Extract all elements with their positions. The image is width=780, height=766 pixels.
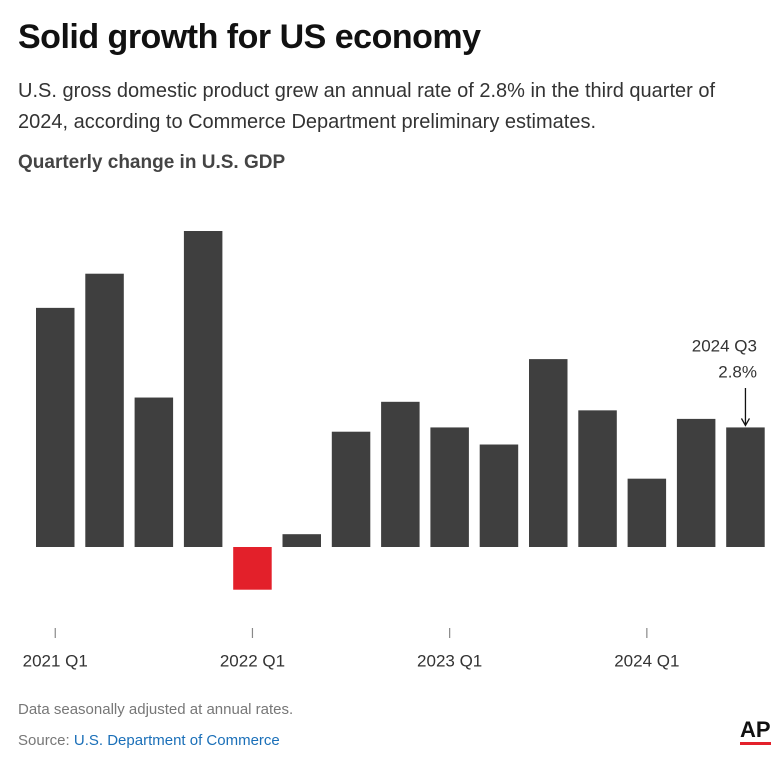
bar <box>85 273 124 547</box>
note: Data seasonally adjusted at annual rates… <box>18 701 294 718</box>
value-label: 2.8% <box>718 362 757 381</box>
annotation: 2024 Q3 <box>692 336 757 355</box>
bar <box>36 307 75 547</box>
source-link[interactable]: U.S. Department of Commerce <box>73 732 280 749</box>
bar <box>134 397 174 547</box>
logo: AP <box>740 718 771 745</box>
bar <box>331 431 371 547</box>
bar <box>479 444 519 547</box>
bar <box>726 427 765 547</box>
source: Source: U.S. Department of Commerce <box>18 732 280 749</box>
y-label: Quarterly change in U.S. GDP <box>18 152 286 173</box>
bar <box>233 547 272 590</box>
subtitle: U.S. gross domestic product grew an annu… <box>18 80 716 133</box>
bar <box>430 427 469 547</box>
bar <box>381 401 420 547</box>
annotation-arrowhead <box>740 418 751 427</box>
x-tick-label: 2022 Q1 <box>220 651 285 670</box>
bar <box>529 359 568 547</box>
bar <box>282 534 321 547</box>
bar <box>627 478 667 547</box>
bar <box>183 231 223 547</box>
bar <box>578 410 617 547</box>
x-tick-label: 2024 Q1 <box>614 651 679 670</box>
bar <box>676 418 716 547</box>
x-tick-label: 2023 Q1 <box>417 651 482 670</box>
x-tick-label: 2021 Q1 <box>23 651 88 670</box>
source-label: Source: <box>18 732 70 749</box>
chart-title: Solid growth for US economy <box>18 18 481 56</box>
chart: 2021 Q1 2022 Q1 2023 Q1 2024 Q1 2024 Q3 2.8% <box>23 231 765 670</box>
